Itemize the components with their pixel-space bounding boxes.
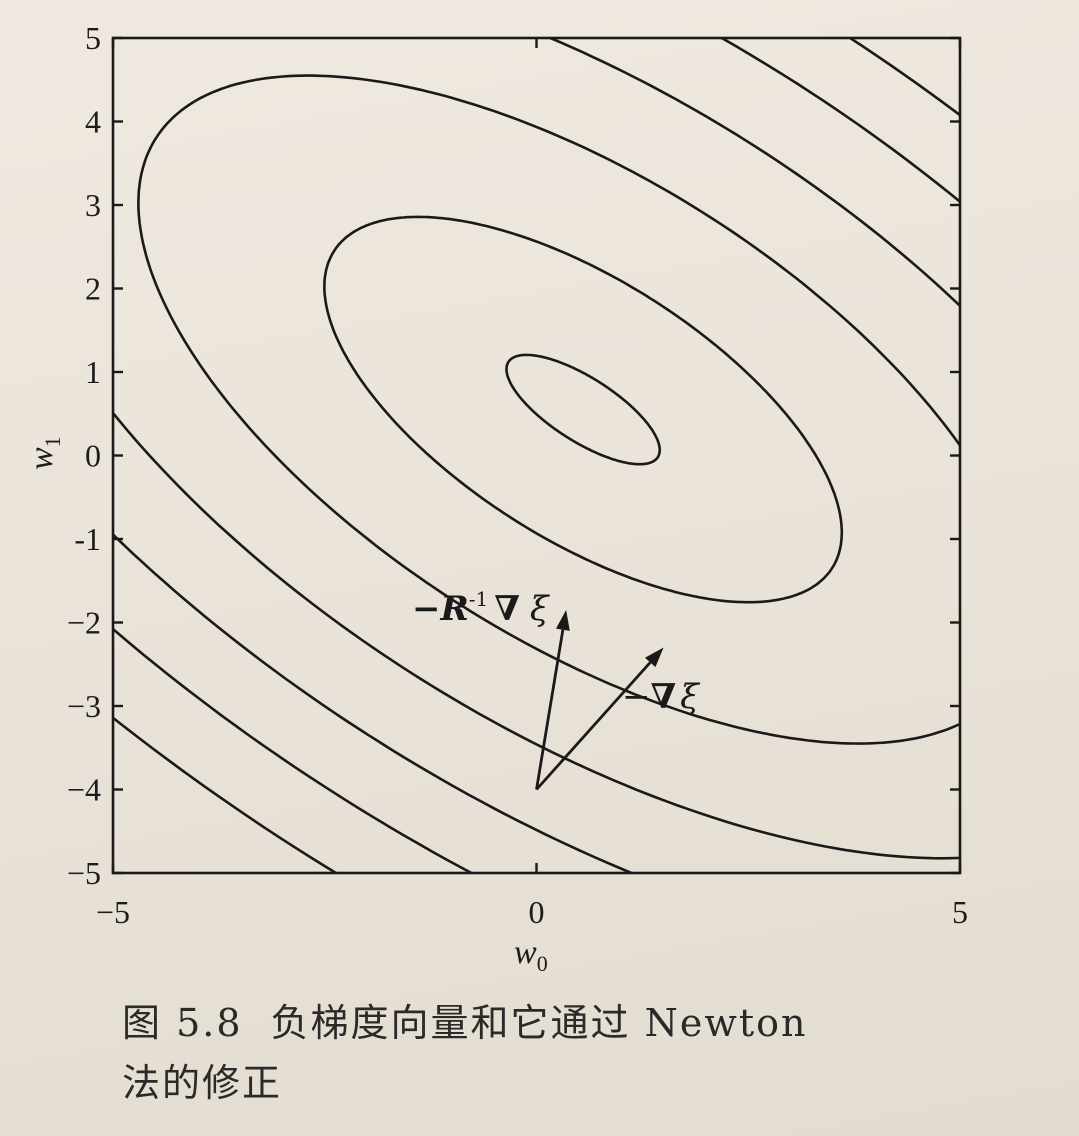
newton-direction-label: −R-1 ∇ ξ: [412, 587, 551, 629]
contour-level-1: [505, 353, 661, 466]
contour-plot: −5 0 5 5 4 3 2 1 0 -1 −2 −3 −4 −5 w0 w1 −R-1 ∇ ξ −∇ ξ: [23, 20, 968, 976]
axis-ticks: [111, 36, 962, 875]
contour-level-6: [113, 38, 960, 873]
plot-frame: [111, 36, 962, 875]
contour-level-2: [323, 215, 844, 604]
arrow-shaft: [535, 661, 652, 791]
gradient-direction-arrow: [535, 647, 664, 791]
newton-direction-arrow: [535, 609, 570, 790]
x-tick-label: 5: [952, 894, 968, 930]
gradient-direction-label: −∇ ξ: [622, 677, 701, 717]
contour-level-7: [113, 716, 339, 873]
contour-level-5: [113, 38, 960, 873]
y-tick-label: 0: [85, 438, 101, 474]
arrows: [535, 609, 664, 791]
y-tick-label: 1: [85, 354, 101, 390]
caption-text-1: 负梯度向量和它通过 Newton: [270, 1001, 808, 1045]
caption-line-1: 图 5.8 负梯度向量和它通过 Newton: [122, 993, 1022, 1053]
caption-line-2: 法的修正: [122, 1061, 283, 1105]
y-tick-label: 2: [85, 271, 101, 307]
y-tick-label: −4: [67, 772, 101, 808]
y-tick-label: −2: [67, 605, 101, 641]
contour-lines: [113, 38, 960, 873]
contour-level-3: [137, 74, 960, 745]
tick-labels: −5 0 5 5 4 3 2 1 0 -1 −2 −3 −4 −5: [67, 20, 968, 930]
y-tick-label: 5: [85, 20, 101, 56]
x-tick-label: 0: [529, 894, 545, 930]
y-tick-label: -1: [74, 521, 101, 557]
y-tick-label: −3: [67, 688, 101, 724]
x-axis-label: w0: [514, 934, 548, 976]
y-tick-label: 4: [85, 104, 101, 140]
x-tick-label: −5: [96, 894, 130, 930]
arrow-shaft: [535, 629, 565, 790]
caption-number: 图 5.8: [122, 1001, 243, 1045]
figure-caption: 图 5.8 负梯度向量和它通过 Newton 法的修正: [122, 993, 1022, 1113]
contour-level-4: [113, 38, 960, 860]
y-tick-label: 3: [85, 187, 101, 223]
y-tick-label: −5: [67, 855, 101, 891]
arrow-head: [555, 609, 570, 631]
arrow-head: [644, 647, 664, 668]
y-axis-label: w1: [23, 436, 65, 470]
